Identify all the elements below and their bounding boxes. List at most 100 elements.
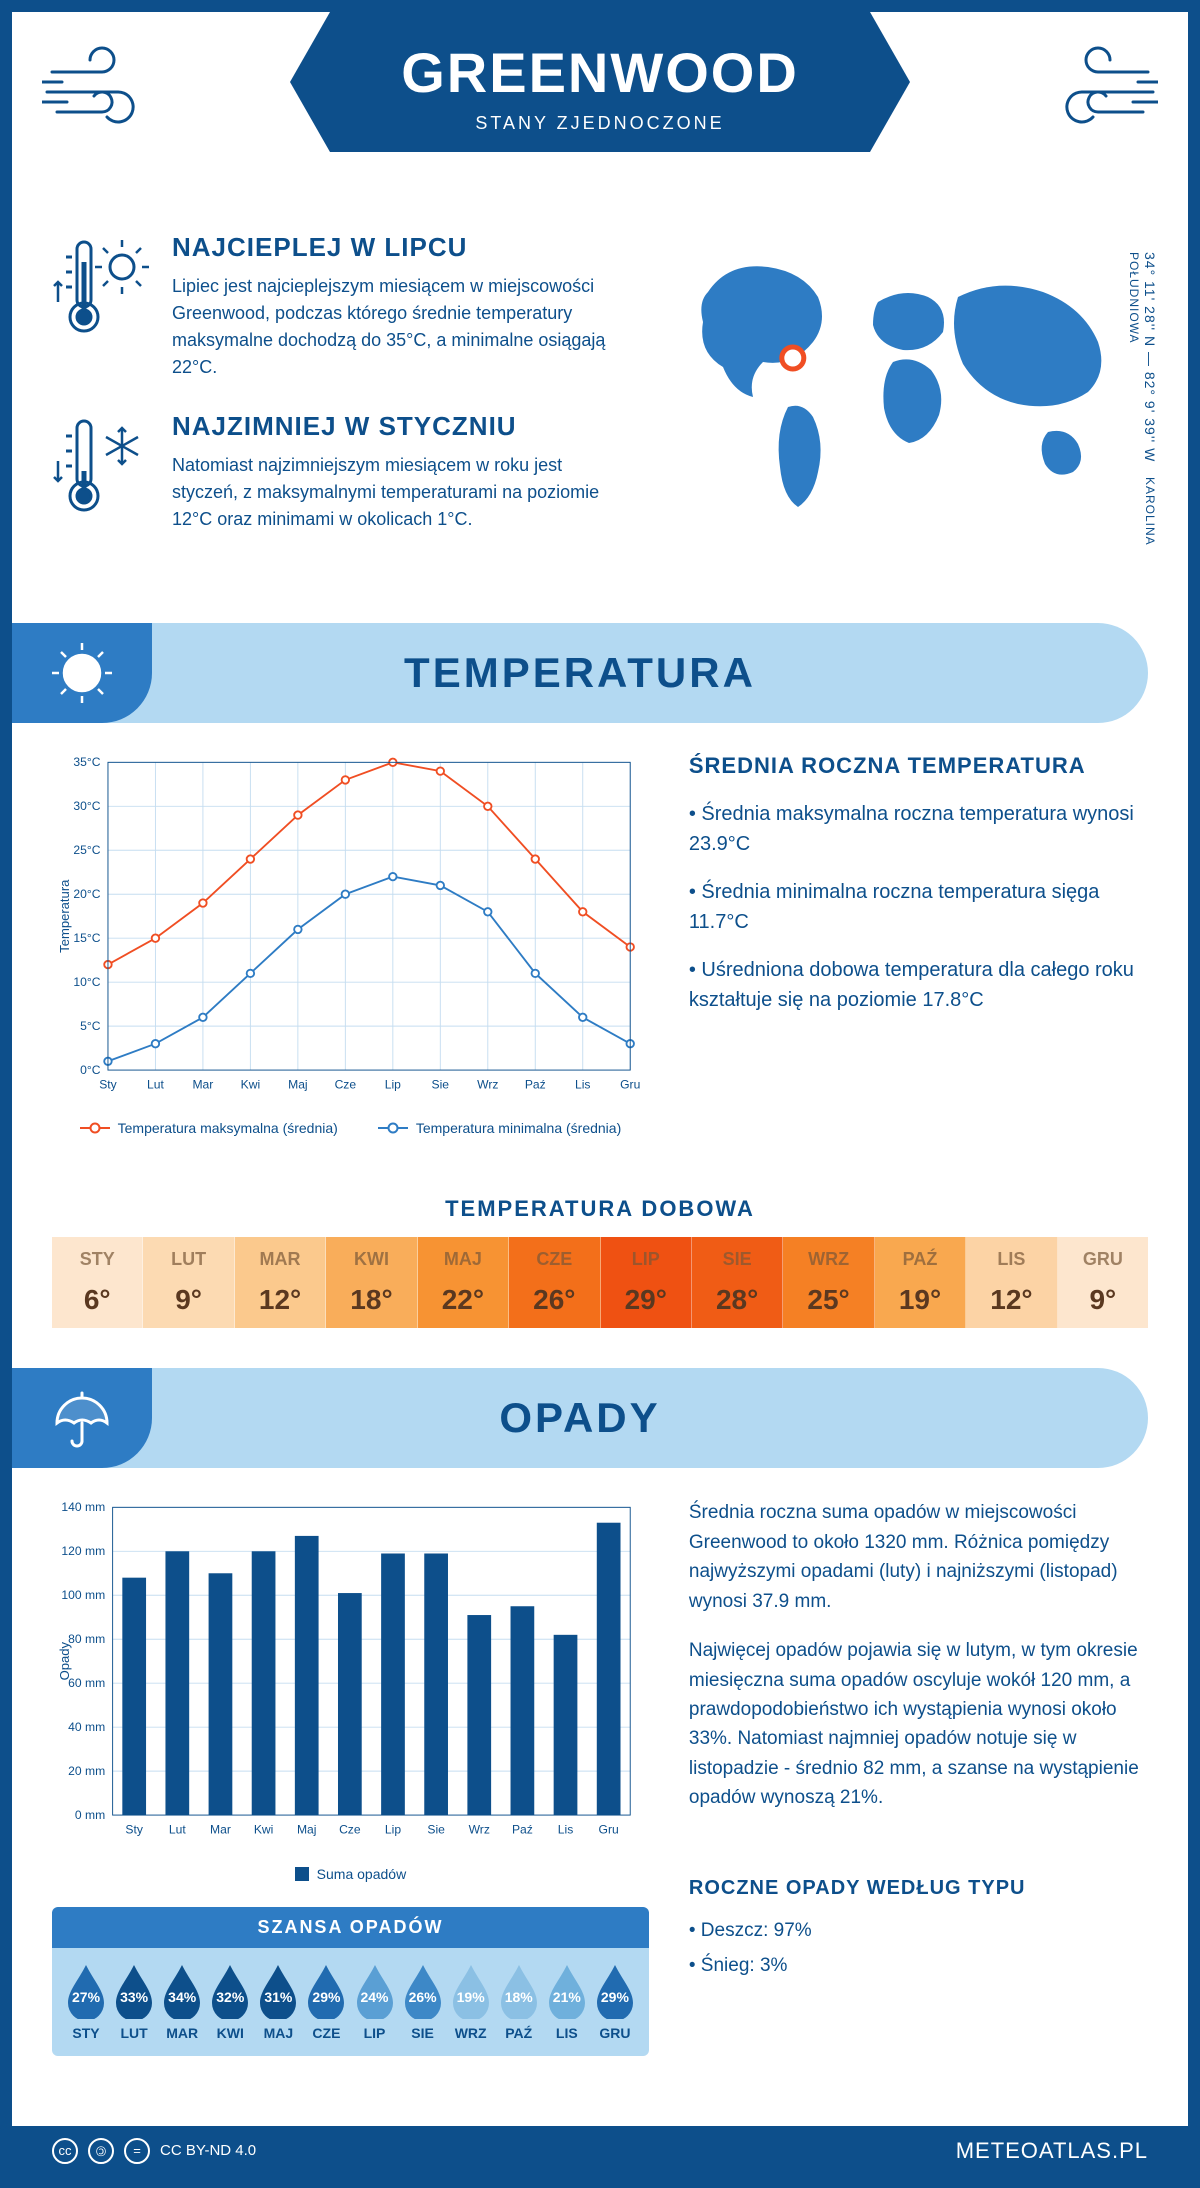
title-banner: GREENWOOD STANY ZJEDNOCZONE — [330, 12, 870, 152]
svg-text:Lis: Lis — [558, 1823, 573, 1837]
svg-text:Maj: Maj — [297, 1823, 317, 1837]
precip-type-item: • Deszcz: 97% — [689, 1916, 1148, 1945]
svg-text:120 mm: 120 mm — [61, 1544, 105, 1558]
precip-by-type: ROCZNE OPADY WEDŁUG TYPU • Deszcz: 97% • … — [689, 1873, 1148, 1981]
rain-chance-cell: 18% PAŹ — [495, 1963, 543, 2041]
svg-text:20 mm: 20 mm — [68, 1764, 105, 1778]
svg-text:Sty: Sty — [125, 1823, 143, 1837]
precip-type-item: • Śnieg: 3% — [689, 1951, 1148, 1980]
daily-temp-cell: PAŹ19° — [875, 1237, 966, 1328]
svg-text:Sty: Sty — [99, 1078, 117, 1092]
svg-text:Sie: Sie — [427, 1823, 445, 1837]
svg-text:Lip: Lip — [385, 1823, 401, 1837]
city-name: GREENWOOD — [330, 40, 870, 105]
svg-text:Paź: Paź — [512, 1823, 533, 1837]
nd-icon: = — [124, 2138, 150, 2164]
infographic-page: GREENWOOD STANY ZJEDNOCZONE — [0, 0, 1200, 2188]
daily-temp-cell: MAR12° — [235, 1237, 326, 1328]
svg-text:Temperatura: Temperatura — [57, 879, 72, 953]
temperature-summary: ŚREDNIA ROCZNA TEMPERATURA • Średnia mak… — [689, 753, 1148, 1136]
legend-item: .legend-swatch[style*='#f04e23']::after{… — [80, 1120, 338, 1136]
temperature-chart: 0°C5°C10°C15°C20°C25°C30°C35°CStyLutMarK… — [52, 753, 649, 1136]
svg-text:15°C: 15°C — [73, 931, 100, 945]
by-icon: 🄯 — [88, 2138, 114, 2164]
svg-text:Mar: Mar — [192, 1078, 213, 1092]
rain-chance-cell: 29% CZE — [302, 1963, 350, 2041]
daily-temp-cell: MAJ22° — [418, 1237, 509, 1328]
svg-text:80 mm: 80 mm — [68, 1632, 105, 1646]
coordinates: 34° 11' 28'' N — 82° 9' 39'' W KAROLINA … — [1126, 252, 1158, 563]
thermometer-snow-icon — [52, 411, 152, 521]
coldest-body: Natomiast najzimniejszym miesiącem w rok… — [172, 452, 628, 533]
svg-text:Gru: Gru — [599, 1823, 619, 1837]
temperature-title: TEMPERATURA — [404, 649, 756, 697]
hottest-body: Lipiec jest najcieplejszym miesiącem w m… — [172, 273, 628, 381]
svg-text:35°C: 35°C — [73, 755, 100, 769]
svg-text:Gru: Gru — [620, 1078, 640, 1092]
coldest-block: NAJZIMNIEJ W STYCZNIU Natomiast najzimni… — [52, 411, 628, 533]
country-name: STANY ZJEDNOCZONE — [330, 113, 870, 134]
daily-temp-title: TEMPERATURA DOBOWA — [12, 1196, 1188, 1222]
daily-temp-cell: LIS12° — [966, 1237, 1057, 1328]
svg-text:Kwi: Kwi — [241, 1078, 261, 1092]
svg-text:Lis: Lis — [575, 1078, 590, 1092]
world-map — [668, 232, 1148, 532]
daily-temp-cell: LUT9° — [143, 1237, 234, 1328]
rain-chance-cell: 32% KWI — [206, 1963, 254, 2041]
rain-chance-cell: 26% SIE — [399, 1963, 447, 2041]
precip-p1: Średnia roczna suma opadów w miejscowośc… — [689, 1498, 1148, 1616]
site-name: METEOATLAS.PL — [956, 2138, 1148, 2164]
svg-text:Sie: Sie — [432, 1078, 450, 1092]
map-column: 34° 11' 28'' N — 82° 9' 39'' W KAROLINA … — [668, 232, 1148, 563]
rain-chance-cell: 31% MAJ — [254, 1963, 302, 2041]
temp-bullet: • Średnia maksymalna roczna temperatura … — [689, 799, 1148, 859]
temperature-content: 0°C5°C10°C15°C20°C25°C30°C35°CStyLutMarK… — [12, 753, 1188, 1166]
rain-chance-cell: 29% GRU — [591, 1963, 639, 2041]
svg-text:Lip: Lip — [385, 1078, 401, 1092]
intro-section: NAJCIEPLEJ W LIPCU Lipiec jest najcieple… — [12, 212, 1188, 603]
wind-icon — [1028, 42, 1158, 142]
rain-chance-cell: 34% MAR — [158, 1963, 206, 2041]
precip-chart: 0 mm20 mm40 mm60 mm80 mm100 mm120 mm140 … — [52, 1498, 649, 2055]
svg-text:Lut: Lut — [147, 1078, 164, 1092]
wind-icon — [42, 42, 172, 142]
precip-legend: Suma opadów — [52, 1866, 649, 1882]
license-text: CC BY-ND 4.0 — [160, 2142, 256, 2159]
precip-p2: Najwięcej opadów pojawia się w lutym, w … — [689, 1636, 1148, 1813]
license-block: cc 🄯 = CC BY-ND 4.0 — [52, 2138, 256, 2164]
svg-text:Maj: Maj — [288, 1078, 308, 1092]
precip-content: 0 mm20 mm40 mm60 mm80 mm100 mm120 mm140 … — [12, 1498, 1188, 2085]
svg-text:100 mm: 100 mm — [61, 1588, 105, 1602]
svg-text:Kwi: Kwi — [254, 1823, 274, 1837]
temperature-banner: TEMPERATURA — [12, 623, 1148, 723]
temp-summary-title: ŚREDNIA ROCZNA TEMPERATURA — [689, 753, 1148, 779]
svg-text:140 mm: 140 mm — [61, 1500, 105, 1514]
temperature-legend: .legend-swatch[style*='#f04e23']::after{… — [52, 1120, 649, 1136]
rain-chance-cell: 27% STY — [62, 1963, 110, 2041]
daily-temp-cell: WRZ25° — [783, 1237, 874, 1328]
daily-temp-cell: SIE28° — [692, 1237, 783, 1328]
daily-temp-cell: CZE26° — [509, 1237, 600, 1328]
precip-type-title: ROCZNE OPADY WEDŁUG TYPU — [689, 1873, 1148, 1904]
precip-summary: Średnia roczna suma opadów w miejscowośc… — [689, 1498, 1148, 2055]
svg-text:10°C: 10°C — [73, 975, 100, 989]
precip-title: OPADY — [499, 1394, 660, 1442]
svg-text:Wrz: Wrz — [469, 1823, 490, 1837]
daily-temp-cell: STY6° — [52, 1237, 143, 1328]
svg-text:Paź: Paź — [525, 1078, 546, 1092]
sun-tab-icon — [12, 623, 152, 723]
rain-chance-panel: SZANSA OPADÓW 27% STY 33% LUT 34% MAR 32… — [52, 1907, 649, 2056]
svg-text:0°C: 0°C — [80, 1063, 101, 1077]
precip-banner: OPADY — [12, 1368, 1148, 1468]
rain-chance-cell: 33% LUT — [110, 1963, 158, 2041]
rain-chance-cell: 24% LIP — [350, 1963, 398, 2041]
hottest-title: NAJCIEPLEJ W LIPCU — [172, 232, 628, 263]
svg-text:Mar: Mar — [210, 1823, 231, 1837]
legend-item: .legend-swatch[style*='#2e7cc4']::after{… — [378, 1120, 621, 1136]
svg-text:Cze: Cze — [339, 1823, 361, 1837]
temp-bullet: • Uśredniona dobowa temperatura dla całe… — [689, 955, 1148, 1015]
daily-temp-cell: GRU9° — [1058, 1237, 1148, 1328]
svg-text:Cze: Cze — [335, 1078, 357, 1092]
svg-text:0 mm: 0 mm — [75, 1808, 105, 1822]
svg-text:5°C: 5°C — [80, 1019, 101, 1033]
